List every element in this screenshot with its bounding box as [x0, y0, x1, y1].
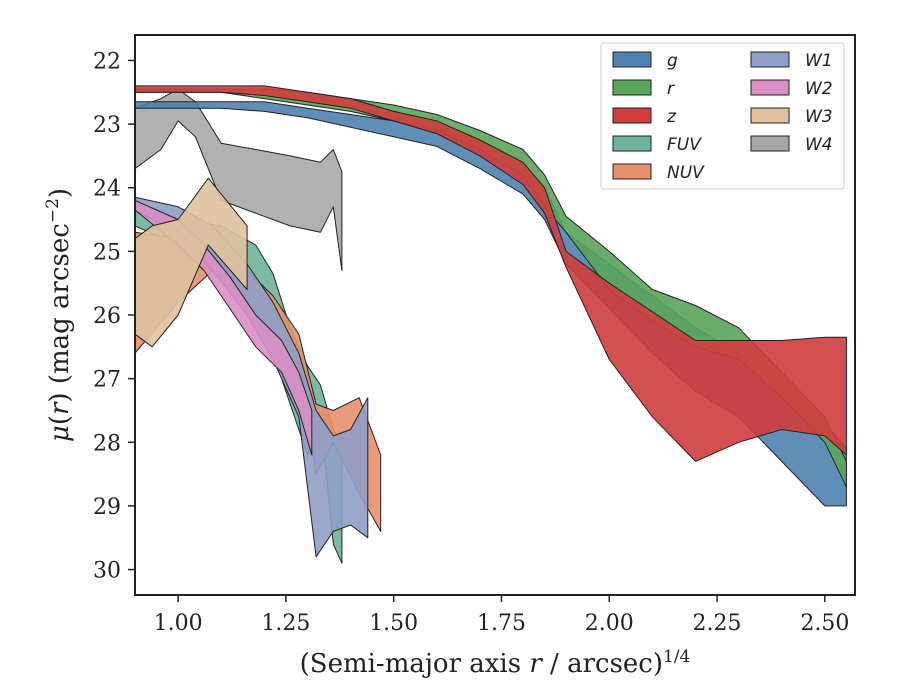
legend-swatch-g: [612, 51, 652, 68]
band-z: [135, 85, 847, 462]
legend-label-g: g: [667, 51, 678, 71]
legend-label-w1: W1: [805, 51, 833, 71]
x-axis-label: (Semi-major axis r / arcsec)1/4: [300, 647, 691, 679]
x-tick-label: 1.00: [154, 611, 203, 636]
y-tick-label: 30: [93, 559, 121, 584]
x-tick-label: 1.50: [369, 611, 418, 636]
y-tick-label: 26: [93, 304, 121, 329]
legend-swatch-fuv: [612, 135, 652, 152]
legend-swatch-w4: [750, 135, 790, 152]
y-tick-label: 23: [93, 113, 121, 138]
x-tick-label: 2.00: [585, 611, 634, 636]
legend-swatch-r: [612, 79, 652, 96]
x-tick-label: 1.75: [477, 611, 526, 636]
y-tick-label: 29: [93, 495, 121, 520]
legend-swatch-nuv: [612, 163, 652, 180]
band-w3: [135, 177, 248, 348]
legend-label-nuv: NUV: [667, 163, 705, 183]
legend-swatch-w3: [750, 107, 790, 124]
legend-label-w2: W2: [805, 79, 833, 99]
y-tick-label: 28: [93, 431, 121, 456]
chart-bands: [135, 85, 847, 564]
y-tick-label: 25: [93, 240, 121, 265]
x-tick-label: 2.50: [800, 611, 849, 636]
legend-label-w3: W3: [805, 107, 833, 127]
chart-axes: 1.00 1.25 1.50 1.75 2.00 2.25 2.50 22 23 24 25 26 27…: [93, 34, 856, 636]
legend: grz FUV NUV W1 W2 W3 W4: [600, 42, 845, 190]
band-r: [135, 88, 847, 488]
legend-swatch-w2: [750, 79, 790, 96]
legend-label-fuv: FUV: [667, 135, 702, 155]
y-tick-label: 24: [93, 177, 121, 202]
legend-label-r: r: [667, 79, 675, 99]
x-tick-label: 2.25: [693, 611, 742, 636]
y-axis-label: μ(r) (mag arcsec−2): [43, 188, 75, 442]
legend-swatch-z: [612, 107, 652, 124]
y-tick-label: 27: [93, 368, 121, 393]
x-tick-label: 1.25: [261, 611, 310, 636]
legend-swatch-w1: [750, 51, 790, 68]
legend-label-w4: W4: [805, 135, 833, 155]
legend-label-z: z: [666, 107, 677, 127]
band-w4: [135, 88, 343, 271]
y-tick-label: 22: [93, 49, 121, 74]
